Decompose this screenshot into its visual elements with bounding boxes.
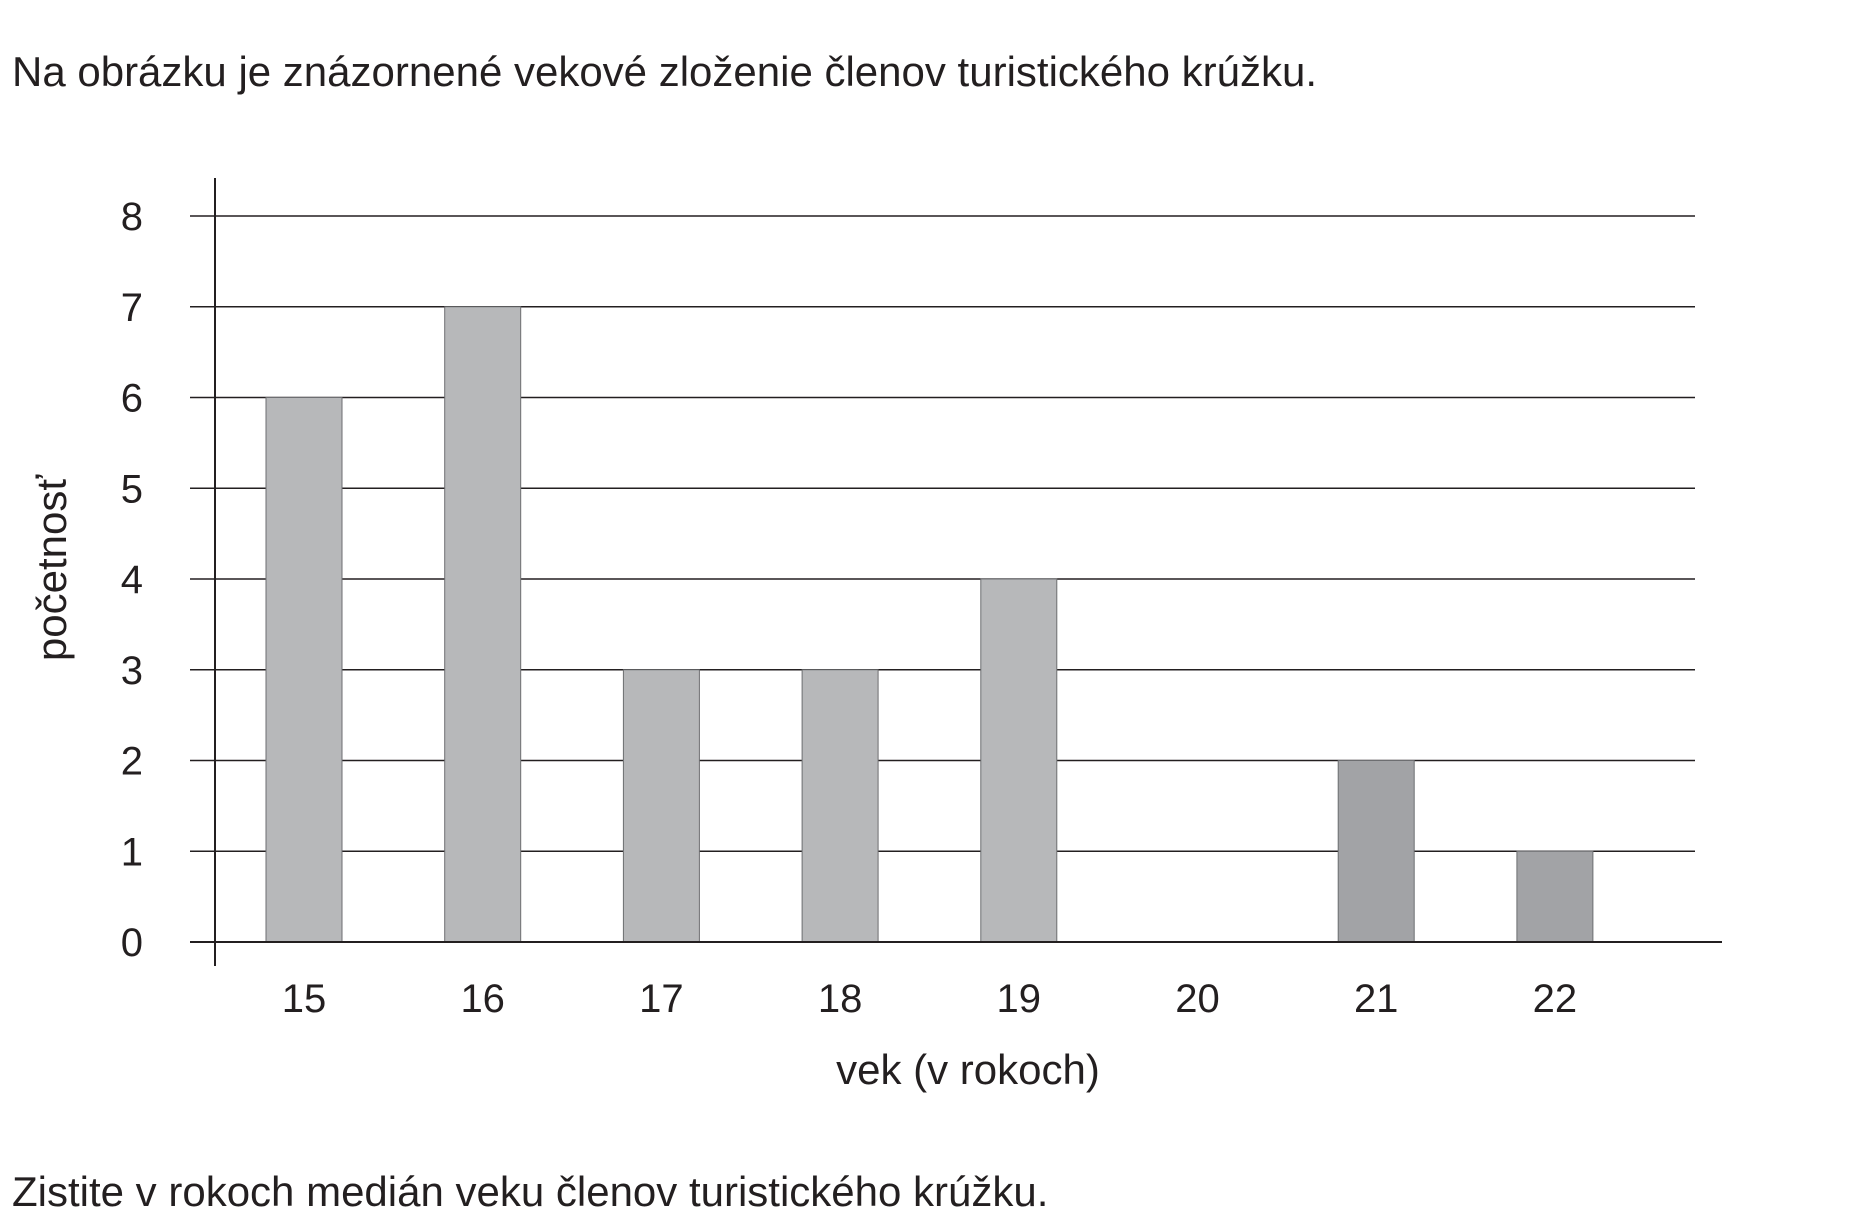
y-tick-label-4: 4 xyxy=(121,558,143,602)
y-tick-label-2: 2 xyxy=(121,740,143,784)
y-tick-label-7: 7 xyxy=(121,286,143,330)
bar-22 xyxy=(1516,850,1594,943)
y-tick-label-0: 0 xyxy=(121,921,143,965)
y-tick-label-3: 3 xyxy=(121,649,143,693)
x-tick-label-20: 20 xyxy=(1175,977,1220,1021)
grid-lines xyxy=(190,215,1695,852)
bar-16 xyxy=(444,306,522,943)
x-tick-label-18: 18 xyxy=(818,977,863,1021)
y-tick-labels: 0 1 2 3 4 5 6 7 8 xyxy=(121,195,143,965)
x-tick-label-15: 15 xyxy=(282,977,327,1021)
y-tick-label-8: 8 xyxy=(121,195,143,239)
x-tick-labels: 15 16 17 18 19 20 21 22 xyxy=(282,977,1577,1021)
bar-21 xyxy=(1337,760,1415,943)
x-tick-label-19: 19 xyxy=(997,977,1042,1021)
bar-17 xyxy=(622,669,700,943)
bar-18 xyxy=(801,669,879,943)
question-text: Zistite v rokoch medián veku členov turi… xyxy=(12,1168,1049,1215)
x-tick-label-16: 16 xyxy=(460,977,505,1021)
bar-15 xyxy=(265,397,343,943)
bars xyxy=(265,306,1594,943)
y-tick-label-1: 1 xyxy=(121,830,143,874)
x-tick-label-17: 17 xyxy=(639,977,684,1021)
y-axis-title: početnosť xyxy=(28,474,75,661)
y-tick-label-5: 5 xyxy=(121,467,143,511)
y-tick-label-6: 6 xyxy=(121,377,143,421)
x-axis-title: vek (v rokoch) xyxy=(836,1046,1100,1093)
x-tick-label-22: 22 xyxy=(1533,977,1578,1021)
intro-text: Na obrázku je znázornené vekové zloženie… xyxy=(12,48,1318,95)
x-tick-label-21: 21 xyxy=(1354,977,1399,1021)
bar-19 xyxy=(980,578,1058,943)
axes xyxy=(190,178,1722,966)
